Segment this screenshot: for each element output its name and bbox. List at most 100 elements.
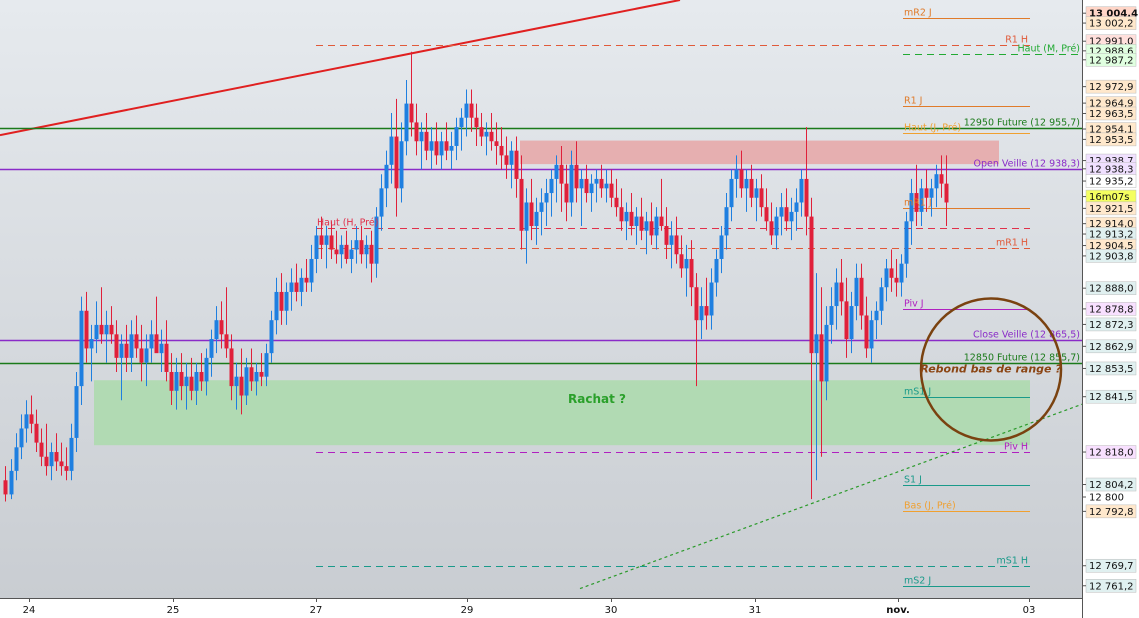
candle-body [314, 235, 319, 259]
candle-body [814, 334, 819, 354]
candle [594, 169, 599, 203]
candle-body [409, 103, 414, 123]
candle-body [704, 306, 709, 316]
candle [219, 301, 224, 349]
candle-body [754, 188, 759, 198]
candle-body [734, 169, 739, 179]
candle-body [444, 141, 449, 151]
candle-body [289, 282, 294, 292]
candle [424, 113, 429, 161]
candle [184, 362, 189, 410]
candle-body [159, 343, 164, 354]
candle [614, 178, 619, 217]
candle [719, 226, 724, 274]
y-tick-text: 12 818,0 [1089, 448, 1134, 459]
y-tick-text: 12 953,5 [1089, 135, 1134, 146]
x-tick: 24 [23, 598, 35, 616]
candle [379, 174, 384, 231]
y-tick-label: 12 913,2 [1082, 227, 1137, 241]
candle [414, 103, 419, 156]
candle-body [339, 244, 344, 255]
candle [419, 122, 424, 170]
candle [679, 235, 684, 278]
candle-body [709, 282, 714, 316]
candle [599, 164, 604, 198]
candle-body [544, 193, 549, 203]
candle-body [9, 470, 14, 495]
candle [189, 357, 194, 401]
candle [54, 433, 59, 471]
candle [649, 202, 654, 245]
candle-body [214, 320, 219, 340]
x-tick: 27 [310, 598, 323, 616]
candle [384, 150, 389, 208]
candle [234, 362, 239, 410]
candle-body [169, 371, 174, 391]
candle-body [54, 452, 59, 462]
candle [469, 89, 474, 132]
y-tick-text: 12 878,8 [1089, 304, 1134, 315]
candle [14, 433, 19, 481]
candle-body [939, 174, 944, 184]
candle [794, 188, 799, 231]
y-tick-text: 12 935,2 [1089, 177, 1134, 188]
candle [64, 447, 69, 481]
candle-body [899, 263, 904, 283]
candle-body [279, 291, 284, 311]
candle-body [74, 386, 79, 438]
candle-body [609, 183, 614, 198]
candle [744, 169, 749, 212]
candle [544, 178, 549, 227]
candle-body [14, 447, 19, 471]
x-tick: 30 [605, 598, 617, 616]
candle [429, 127, 434, 170]
candle [454, 117, 459, 161]
candle-body [424, 131, 429, 151]
candle-body [844, 301, 849, 340]
level-label-1: R1 H [1005, 35, 1028, 46]
candle-body [499, 145, 504, 156]
candle [444, 122, 449, 161]
candle [624, 202, 629, 241]
x-tick: 03 [1023, 598, 1036, 616]
candle-body [669, 235, 674, 245]
candle-body [184, 376, 189, 387]
candle-body [39, 442, 44, 457]
candle [349, 240, 354, 274]
candle-body [879, 287, 884, 311]
x-tick-label: 03 [1023, 605, 1036, 616]
level-label-2: Haut (M, Pré) [1018, 44, 1080, 55]
candle-body [234, 376, 239, 387]
candle [204, 348, 209, 396]
candle [669, 221, 674, 269]
candle [524, 188, 529, 264]
candle-body [294, 282, 299, 292]
candle [839, 258, 844, 316]
candle [114, 320, 119, 372]
candle-body [914, 193, 919, 212]
level-label-5: 12950 Future (12 955,7) [964, 118, 1080, 129]
candle-body [124, 343, 129, 358]
y-tick-text: 12 988,6 [1089, 46, 1134, 57]
candle [319, 216, 324, 259]
candle-body [189, 376, 194, 391]
candle [644, 211, 649, 255]
candle [659, 178, 664, 231]
candle [99, 287, 104, 344]
candle-body [269, 320, 274, 354]
candle-body [639, 216, 644, 231]
candle-body [284, 291, 289, 311]
candle [124, 324, 129, 372]
y-tick-label: 12 872,3 [1082, 317, 1137, 332]
candle [394, 98, 399, 217]
x-axis-background [0, 598, 1082, 618]
candle [694, 273, 699, 387]
level-label-3: R1 J [904, 96, 922, 107]
candle [799, 169, 804, 217]
candle-body [569, 164, 574, 203]
candle-body [744, 178, 749, 189]
x-tick-label: 27 [310, 605, 323, 616]
candle-body [34, 423, 39, 443]
level-label-17: mS1 H [997, 556, 1029, 567]
y-tick-label: 16m07s [1082, 189, 1137, 204]
